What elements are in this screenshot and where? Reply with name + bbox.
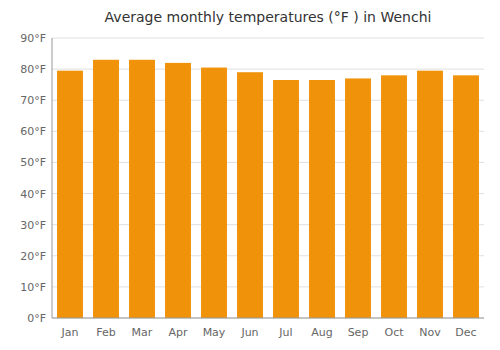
- x-tick-label: Sep: [348, 326, 369, 339]
- bar: [201, 68, 227, 318]
- grid-line: [52, 318, 484, 319]
- x-tick-label: Mar: [132, 326, 153, 339]
- y-tick-label: 80°F: [20, 63, 46, 76]
- x-tick-label: May: [203, 326, 226, 339]
- y-axis-line: [52, 38, 53, 318]
- bar: [381, 75, 407, 318]
- x-tick-label: Jan: [61, 326, 79, 339]
- bar: [453, 75, 479, 318]
- y-tick-label: 20°F: [20, 250, 46, 263]
- bars: [57, 60, 479, 318]
- x-tick-label: Jun: [240, 326, 258, 339]
- x-tick-label: Aug: [311, 326, 332, 339]
- title: Average monthly temperatures (°F ) in We…: [105, 9, 432, 25]
- y-tick-label: 30°F: [20, 219, 46, 232]
- bar: [417, 71, 443, 318]
- bar: [345, 78, 371, 318]
- y-grid: [52, 38, 484, 318]
- x-tick-label: Nov: [419, 326, 441, 339]
- y-tick-label: 50°F: [20, 156, 46, 169]
- grid-line: [52, 38, 484, 39]
- y-tick-label: 70°F: [20, 94, 46, 107]
- bar: [237, 72, 263, 318]
- chart-container: Average monthly temperatures (°F ) in We…: [0, 0, 500, 350]
- chart: Average monthly temperatures (°F ) in We…: [0, 0, 500, 350]
- bar: [129, 60, 155, 318]
- y-tick-label: 60°F: [20, 125, 46, 138]
- x-tick-label: Feb: [96, 326, 115, 339]
- bar: [165, 63, 191, 318]
- y-tick-label: 40°F: [20, 188, 46, 201]
- x-axis-line: [52, 318, 484, 319]
- bar: [93, 60, 119, 318]
- x-tick-label: Apr: [168, 326, 188, 339]
- y-tick-label: 90°F: [20, 32, 46, 45]
- bar: [273, 80, 299, 318]
- x-tick-label: Oct: [384, 326, 404, 339]
- x-tick-label: Dec: [455, 326, 476, 339]
- y-tick-label: 0°F: [27, 312, 46, 325]
- bar: [57, 71, 83, 318]
- x-tick-label: Jul: [278, 326, 292, 339]
- bar: [309, 80, 335, 318]
- y-tick-label: 10°F: [20, 281, 46, 294]
